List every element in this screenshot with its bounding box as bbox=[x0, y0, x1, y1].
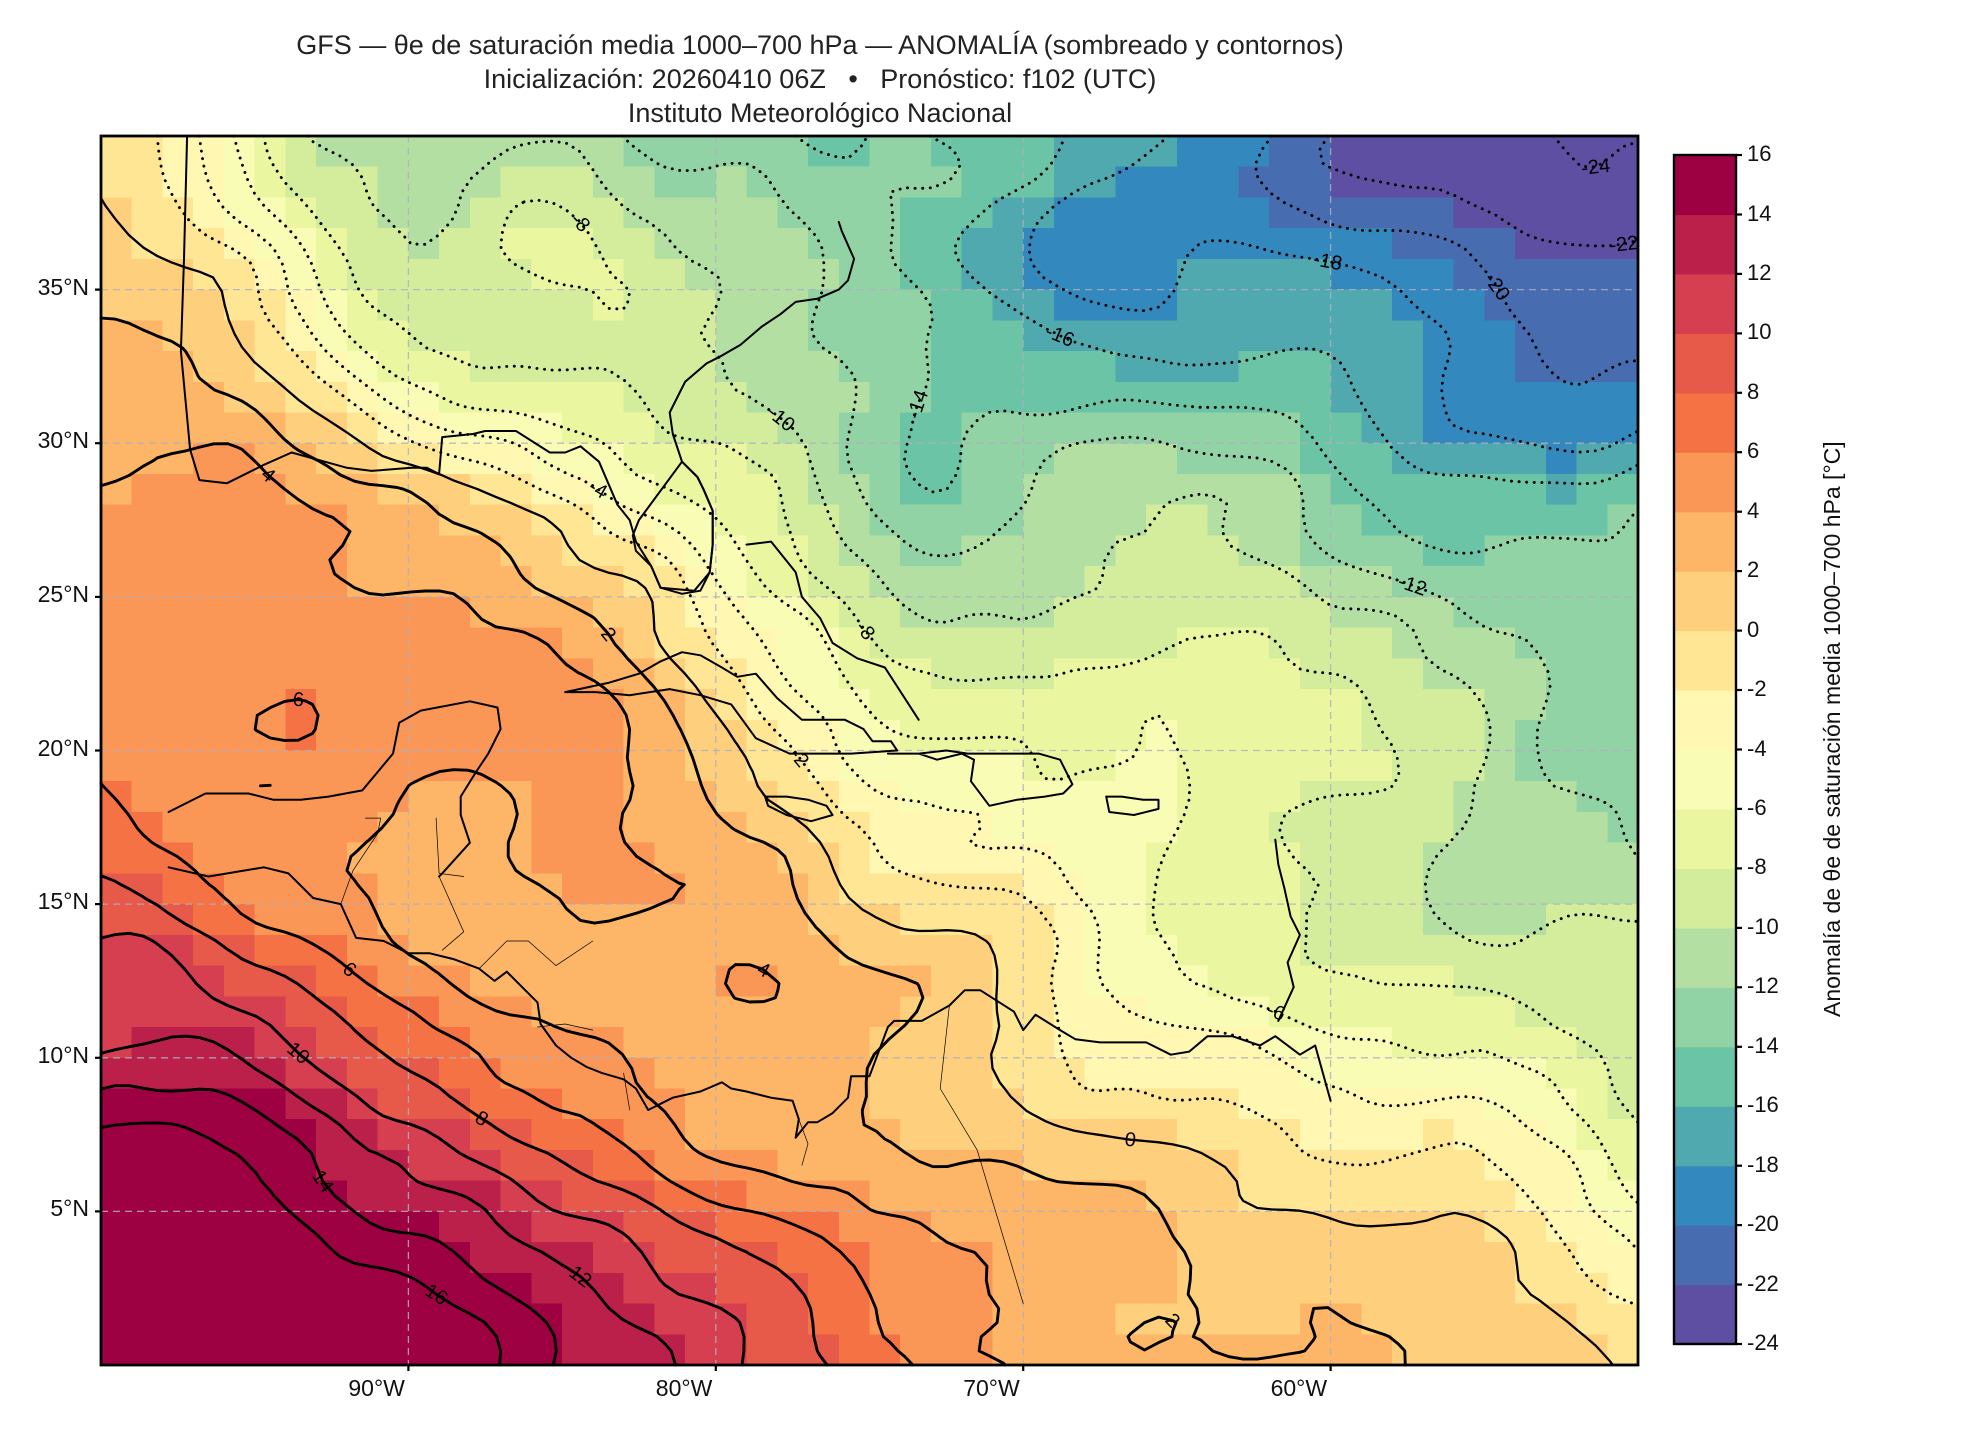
svg-text:-22: -22 bbox=[1608, 232, 1639, 257]
svg-text:0: 0 bbox=[1124, 1129, 1137, 1152]
svg-text:16: 16 bbox=[421, 1280, 451, 1310]
svg-text:-24: -24 bbox=[1580, 155, 1611, 180]
svg-text:-18: -18 bbox=[1311, 248, 1343, 275]
svg-text:-10: -10 bbox=[763, 401, 799, 436]
svg-text:-16: -16 bbox=[1042, 320, 1077, 351]
svg-text:-14: -14 bbox=[903, 387, 933, 421]
svg-text:-20: -20 bbox=[1479, 269, 1514, 305]
svg-text:6: 6 bbox=[292, 689, 305, 712]
